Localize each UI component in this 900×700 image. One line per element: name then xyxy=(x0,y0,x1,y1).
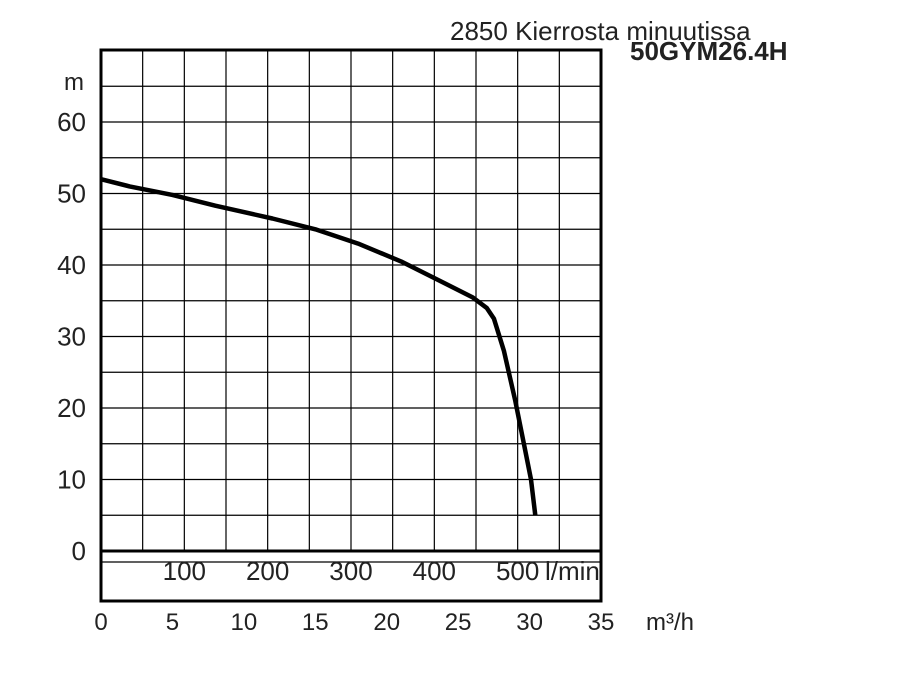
l-min-tick-labels: 100 200 300 400 500 xyxy=(163,556,540,586)
y-tick-label: 0 xyxy=(72,536,86,566)
l-min-tick-label: 100 xyxy=(163,556,206,586)
l-min-tick-label: 400 xyxy=(413,556,456,586)
grid-lines xyxy=(101,50,601,563)
x-secondary-axis-label: l/min xyxy=(545,556,600,586)
m3h-tick-label: 15 xyxy=(302,609,329,636)
m3h-tick-label: 25 xyxy=(445,609,472,636)
y-tick-label: 20 xyxy=(57,393,86,423)
y-tick-label: 40 xyxy=(57,250,86,280)
y-tick-label: 50 xyxy=(57,179,86,209)
curve-layer xyxy=(100,177,538,516)
l-min-tick-label: 300 xyxy=(329,556,372,586)
y-tick-label: 30 xyxy=(57,322,86,352)
chart-subtitle: 50GYM26.4H xyxy=(630,36,788,66)
m3h-tick-label: 35 xyxy=(588,609,615,636)
m3h-tick-label: 0 xyxy=(94,609,107,636)
y-tick-labels: 0 10 20 30 40 50 60 xyxy=(57,107,86,566)
outer-frame xyxy=(99,48,603,603)
l-min-tick-label: 200 xyxy=(246,556,289,586)
m3h-tick-label: 30 xyxy=(516,609,543,636)
pump-head-curve xyxy=(100,177,538,516)
m3h-tick-label: 20 xyxy=(373,609,400,636)
x-axis-label: m³/h xyxy=(646,609,694,636)
chart-title: 2850 Kierrosta minuutissa xyxy=(450,16,751,46)
m3h-tick-label: 5 xyxy=(166,609,179,636)
y-tick-label: 10 xyxy=(57,465,86,495)
plot-frame xyxy=(99,48,603,603)
y-axis-label: m xyxy=(64,69,84,96)
y-tick-label: 60 xyxy=(57,107,86,137)
m3h-tick-label: 10 xyxy=(231,609,258,636)
l-min-tick-label: 500 xyxy=(496,556,539,586)
m3h-tick-labels: 0 5 10 15 20 25 30 35 xyxy=(94,609,614,636)
